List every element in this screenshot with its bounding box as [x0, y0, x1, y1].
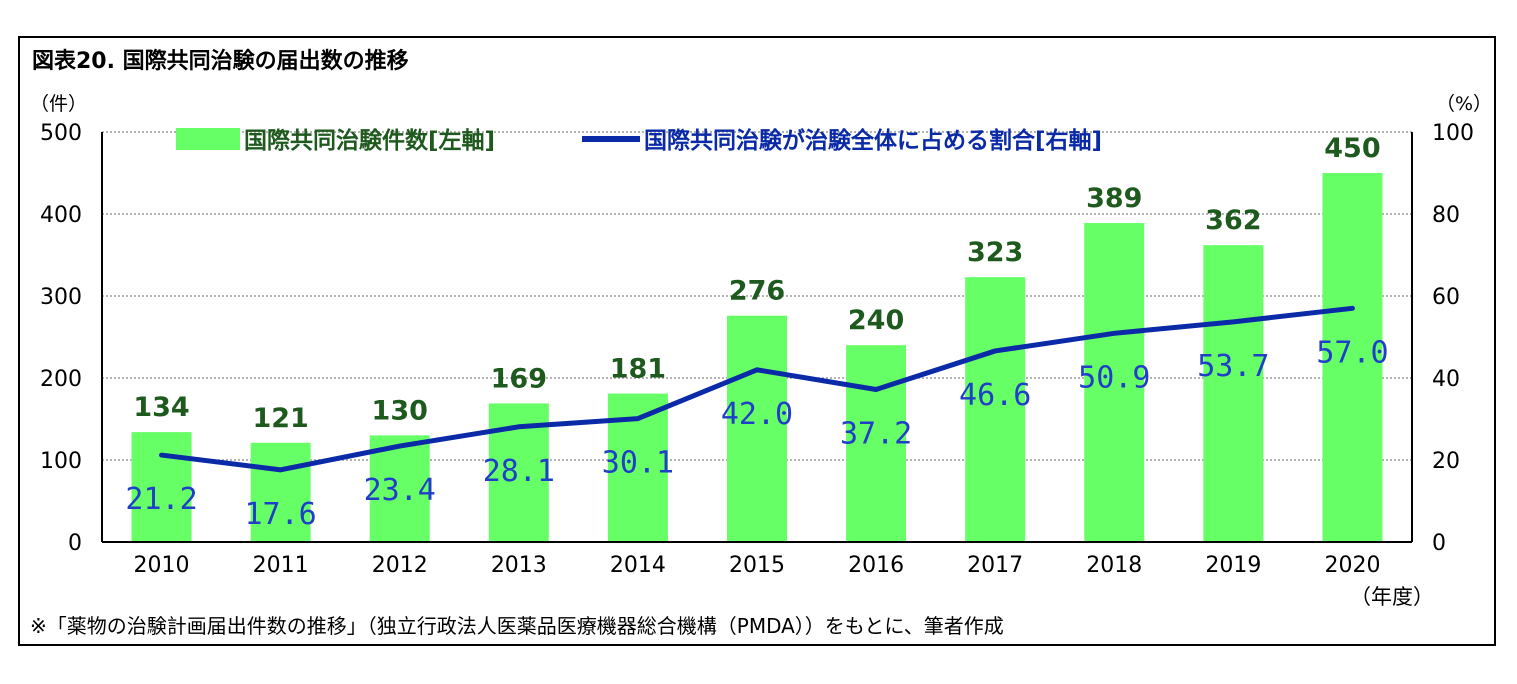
x-tick-label: 2012 [372, 553, 428, 578]
bar-2019 [1203, 245, 1264, 542]
right-tick-label: 80 [1432, 203, 1460, 228]
right-tick-label: 100 [1432, 121, 1474, 146]
bar-2016 [846, 345, 907, 542]
bar-2018 [1084, 223, 1145, 542]
bar-2015 [727, 315, 787, 542]
line-series [159, 305, 1355, 473]
bar-label: 450 [1324, 133, 1380, 164]
line-label: 53.7 [1197, 349, 1269, 384]
line-label: 50.9 [1078, 360, 1150, 395]
bar-label: 130 [372, 395, 428, 426]
x-tick-label: 2018 [1086, 553, 1142, 578]
left-tick-label: 400 [40, 203, 82, 228]
bar-2017 [965, 277, 1026, 542]
x-tick-label: 2020 [1324, 553, 1380, 578]
left-tick-label: 500 [40, 121, 82, 146]
line-label: 30.1 [602, 446, 674, 481]
line-data-labels: 21.2 17.6 23.4 28.1 30.1 42.0 37.2 46.6 50.9 53.7… [125, 335, 1388, 532]
bar-label: 169 [491, 363, 547, 394]
legend-line-label: 国際共同治験が治験全体に占める割合[右軸] [644, 127, 1102, 154]
legend-bar-swatch [176, 128, 240, 150]
legend: 国際共同治験件数[左軸] 国際共同治験が治験全体に占める割合[右軸] [176, 127, 1102, 154]
left-tick-label: 100 [40, 449, 82, 474]
right-tick-label: 60 [1432, 285, 1460, 310]
chart-title: 図表20. 国際共同治験の届出数の推移 [32, 48, 409, 74]
bar-2012 [369, 435, 430, 542]
bar-label: 181 [610, 354, 666, 385]
x-tick-label: 2011 [253, 553, 309, 578]
line-label: 28.1 [483, 454, 555, 489]
bar-2020 [1322, 173, 1383, 542]
legend-bar-label: 国際共同治験件数[左軸] [244, 127, 495, 154]
right-axis-unit: （%） [1436, 93, 1492, 115]
line-label: 23.4 [364, 473, 436, 508]
line-label: 21.2 [125, 482, 197, 517]
footnote: ※「薬物の治験計画届出件数の推移」（独立行政法人医薬品医療機器総合機構（PMDA… [30, 614, 1004, 638]
left-tick-label: 0 [68, 531, 82, 556]
x-tick-label: 2010 [134, 553, 190, 578]
right-tick-label: 20 [1432, 449, 1460, 474]
x-axis-unit: （年度） [1350, 585, 1434, 609]
x-tick-label: 2014 [610, 553, 666, 578]
chart-frame: 図表20. 国際共同治験の届出数の推移 （件） （%） （年度） ※「薬物の治験… [18, 36, 1496, 646]
bar-label: 134 [133, 392, 189, 423]
line-label: 42.0 [721, 397, 793, 432]
x-tick-label: 2019 [1205, 553, 1261, 578]
x-tick-label: 2013 [491, 553, 547, 578]
bar-data-labels: 134 121 130 169 181 276 240 323 389 362 450 [133, 133, 1380, 434]
right-tick-label: 0 [1432, 531, 1446, 556]
bar-label: 121 [252, 403, 308, 434]
x-tick-label: 2016 [848, 553, 904, 578]
bar-label: 389 [1086, 183, 1142, 214]
bar-label: 240 [848, 305, 904, 336]
line-label: 46.6 [959, 378, 1031, 413]
axes [101, 132, 1413, 543]
bar-2010 [131, 432, 192, 542]
left-tick-label: 200 [40, 367, 82, 392]
x-tick-label: 2017 [967, 553, 1023, 578]
x-tick-label: 2015 [729, 553, 785, 578]
left-axis-unit: （件） [30, 93, 87, 115]
right-tick-label: 40 [1432, 367, 1460, 392]
tick-labels: 0 100 200 300 400 500 0 20 40 60 80 100 2010 2011 2012… [40, 121, 1474, 578]
bar-label: 362 [1205, 205, 1261, 236]
bar-series [131, 173, 1383, 542]
bar-label: 323 [967, 237, 1023, 268]
bar-2011 [250, 442, 311, 542]
chart-canvas: 図表20. 国際共同治験の届出数の推移 （件） （%） （年度） ※「薬物の治験… [30, 48, 1492, 638]
line-label: 17.6 [245, 497, 317, 532]
bar-label: 276 [729, 276, 785, 307]
left-tick-label: 300 [40, 285, 82, 310]
line-label: 37.2 [840, 416, 912, 451]
line-label: 57.0 [1316, 335, 1388, 370]
